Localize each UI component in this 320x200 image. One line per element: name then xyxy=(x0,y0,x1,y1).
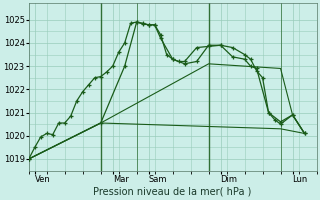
X-axis label: Pression niveau de la mer( hPa ): Pression niveau de la mer( hPa ) xyxy=(93,187,252,197)
